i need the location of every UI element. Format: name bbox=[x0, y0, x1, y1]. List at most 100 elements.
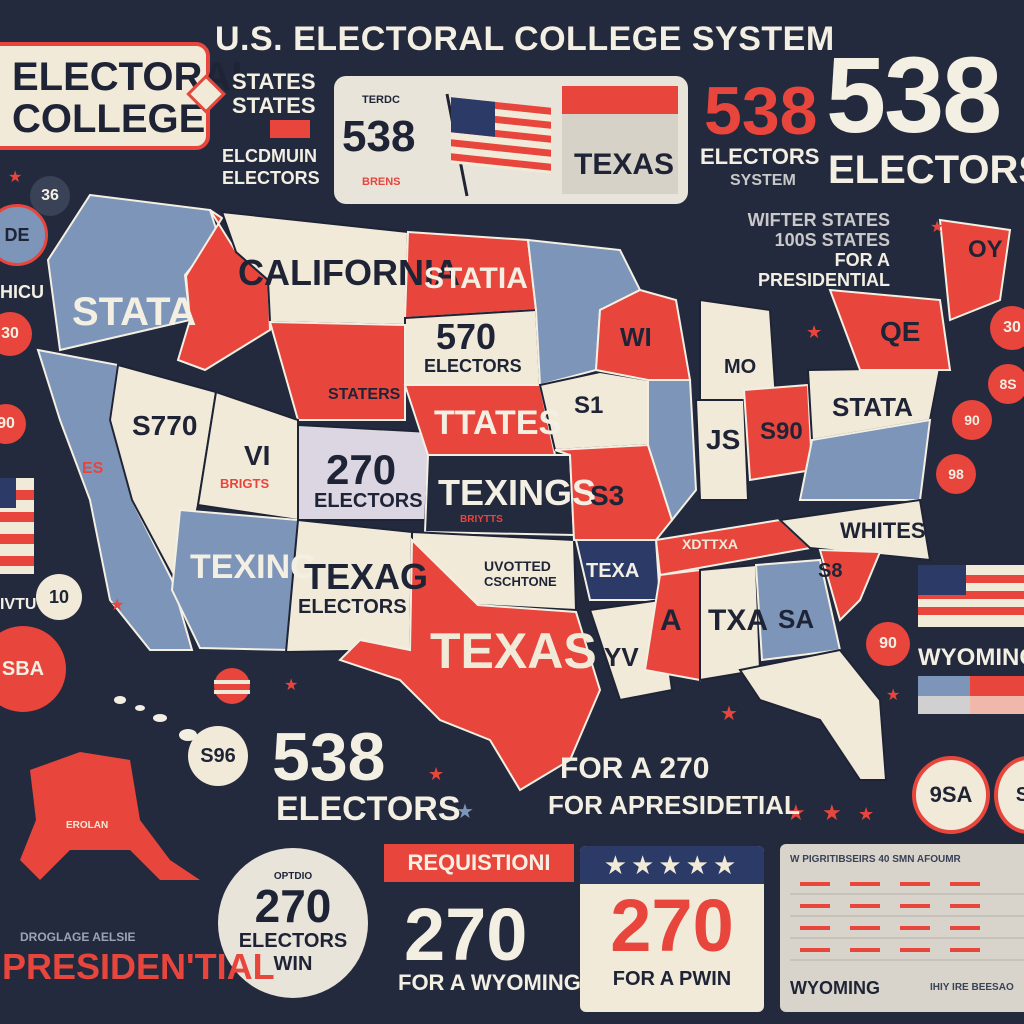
map-label-uvotted: UVOTTED bbox=[484, 558, 551, 574]
map-label-texa: TEXA bbox=[586, 560, 640, 582]
map-label-xdttxa: XDTTXA bbox=[682, 536, 738, 552]
map-label-california: CALIFORNIA bbox=[238, 252, 460, 293]
map-label-es: ES bbox=[82, 460, 104, 477]
table-header: W PIGRITIBSEIRS 40 SMN AFOUMR bbox=[790, 854, 961, 865]
map-label-texing: TEXING bbox=[190, 548, 317, 586]
for-a-wyoming: FOR A WYOMING bbox=[398, 970, 581, 995]
card1-small-top: TERDC bbox=[362, 94, 400, 106]
circle-10: 10 bbox=[36, 574, 82, 620]
map-label-270-number: 270 bbox=[326, 446, 397, 493]
electors-line2: ELECTORS bbox=[222, 168, 320, 188]
left-hicu: HICU bbox=[0, 282, 44, 302]
map-label-a: A bbox=[660, 604, 682, 637]
map-label-ttates: TTATES bbox=[434, 404, 562, 442]
map-label-qe: QE bbox=[880, 316, 921, 347]
card-270: ★★★★★ 270 FOR A PWIN bbox=[580, 846, 764, 1012]
card-270-footer: FOR A PWIN bbox=[612, 968, 732, 990]
map-label-s90: S90 bbox=[760, 418, 803, 445]
electoral-college-badge: ELECTORAL COLLEGE bbox=[0, 42, 256, 150]
circle-9sa: 9SA bbox=[912, 756, 990, 834]
mid-right-line1: WIFTER STATES bbox=[747, 210, 890, 230]
presidential-label: PRESIDEN'TIAL bbox=[2, 946, 275, 987]
map-label-texag-electors: ELECTORS bbox=[298, 596, 407, 618]
state-north-carolina bbox=[777, 498, 932, 562]
wyoming-label: WYOMING bbox=[918, 644, 1024, 671]
system-word: SYSTEM bbox=[730, 172, 796, 189]
mid-right-line3: FOR A PRESIDENTIAL bbox=[757, 250, 890, 290]
electors-word: ELECTORS bbox=[700, 144, 820, 169]
mid-right-text: WIFTER STATES 100S STATES FOR A PRESIDEN… bbox=[700, 210, 890, 290]
presidential-small: DROGLAGE AELSIE bbox=[20, 930, 136, 944]
bottom-538-electors: ELECTORS bbox=[276, 790, 461, 828]
hawaii-island-2 bbox=[135, 705, 145, 711]
stars-band: ★★★★★ bbox=[580, 846, 764, 884]
map-label-570-number: 570 bbox=[436, 316, 497, 357]
map-label-cschtone: CSCHTONE bbox=[484, 574, 557, 589]
table-card: W PIGRITIBSEIRS 40 SMN AFOUMR WYOMING IH… bbox=[780, 844, 1024, 1012]
map-label-texas: TEXAS bbox=[430, 623, 597, 679]
electors-label: ELCDMUIN ELECTORS bbox=[222, 145, 320, 189]
for-a-270: FOR A 270 bbox=[560, 752, 710, 785]
map-label-staters: STATERS bbox=[328, 386, 401, 403]
state-illinois bbox=[647, 379, 698, 523]
hawaii-island-1 bbox=[114, 696, 126, 704]
card1-red-bar bbox=[562, 86, 678, 114]
circle-de: DE bbox=[0, 204, 48, 266]
card1-small-bottom: BRENS bbox=[362, 176, 401, 188]
map-label-texings-small: BRIYTTS bbox=[460, 514, 503, 525]
state-wyoming bbox=[268, 320, 406, 421]
circle-right-8s: 8S bbox=[988, 364, 1024, 404]
bottom-538: 538 bbox=[272, 719, 386, 795]
star-icon: ★ bbox=[806, 322, 822, 342]
star-icon: ★ bbox=[110, 597, 124, 614]
hawaii-island-3 bbox=[153, 714, 167, 722]
bottom-270: 270 bbox=[404, 893, 528, 976]
states-line1: STATES bbox=[232, 69, 316, 94]
states-line2: STATES bbox=[232, 93, 316, 118]
circle-right-80: 90 bbox=[866, 622, 910, 666]
map-label-stata-east: STATA bbox=[832, 392, 913, 422]
star-icon: ★ bbox=[428, 764, 444, 784]
states-label: STATES STATES bbox=[232, 70, 316, 118]
state-florida bbox=[738, 648, 888, 781]
map-label-sa: SA bbox=[778, 604, 815, 634]
map-label-brigts: BRIGTS bbox=[220, 476, 270, 491]
state-michigan bbox=[699, 298, 778, 401]
circle-36: 36 bbox=[30, 176, 70, 216]
star-icon: ★ bbox=[456, 801, 474, 823]
mid-right-line2: 100S STATES bbox=[774, 230, 890, 250]
us-flag-icon bbox=[445, 93, 551, 197]
win-word: WIN bbox=[273, 952, 313, 975]
map-label-270-electors: ELECTORS bbox=[314, 490, 423, 512]
states-red-bar bbox=[270, 120, 310, 138]
state-arizona bbox=[170, 508, 300, 652]
map-label-wi: WI bbox=[620, 322, 652, 352]
star-icon: ★ bbox=[886, 687, 900, 704]
badge-line2: COLLEGE bbox=[12, 97, 206, 141]
map-label-txa: TXA bbox=[708, 604, 768, 637]
map-label-js: JS bbox=[706, 424, 741, 455]
state-new-england bbox=[938, 218, 1012, 322]
circle-30: 30 bbox=[0, 312, 32, 356]
big-538: 538 bbox=[826, 34, 1002, 155]
star-icon: ★ bbox=[284, 677, 298, 694]
card1-number: 538 bbox=[342, 112, 416, 161]
card1-state-box bbox=[562, 114, 678, 194]
left-ivtu: IVTU bbox=[0, 596, 37, 613]
info-card-538: TERDC 538 BRENS TEXAS bbox=[334, 76, 688, 204]
table-rows bbox=[790, 882, 1024, 961]
state-alaska bbox=[20, 752, 200, 880]
star-icon: ★ bbox=[930, 219, 944, 236]
card1-state: TEXAS bbox=[574, 148, 675, 181]
table-footer: WYOMING bbox=[790, 978, 880, 998]
map-label-texings: TEXINGS bbox=[438, 472, 597, 513]
left-flag-icon bbox=[0, 478, 34, 574]
win-electors: ELECTORS bbox=[238, 929, 348, 952]
map-label-texag: TEXAG bbox=[304, 556, 429, 597]
win-number: 270 bbox=[254, 879, 332, 932]
table-footer-right: IHIY IRE BEESAO bbox=[930, 982, 1014, 993]
circle-right-98: 98 bbox=[936, 454, 976, 494]
red-538: 538 bbox=[704, 73, 818, 149]
map-label-mo: MO bbox=[724, 356, 757, 378]
